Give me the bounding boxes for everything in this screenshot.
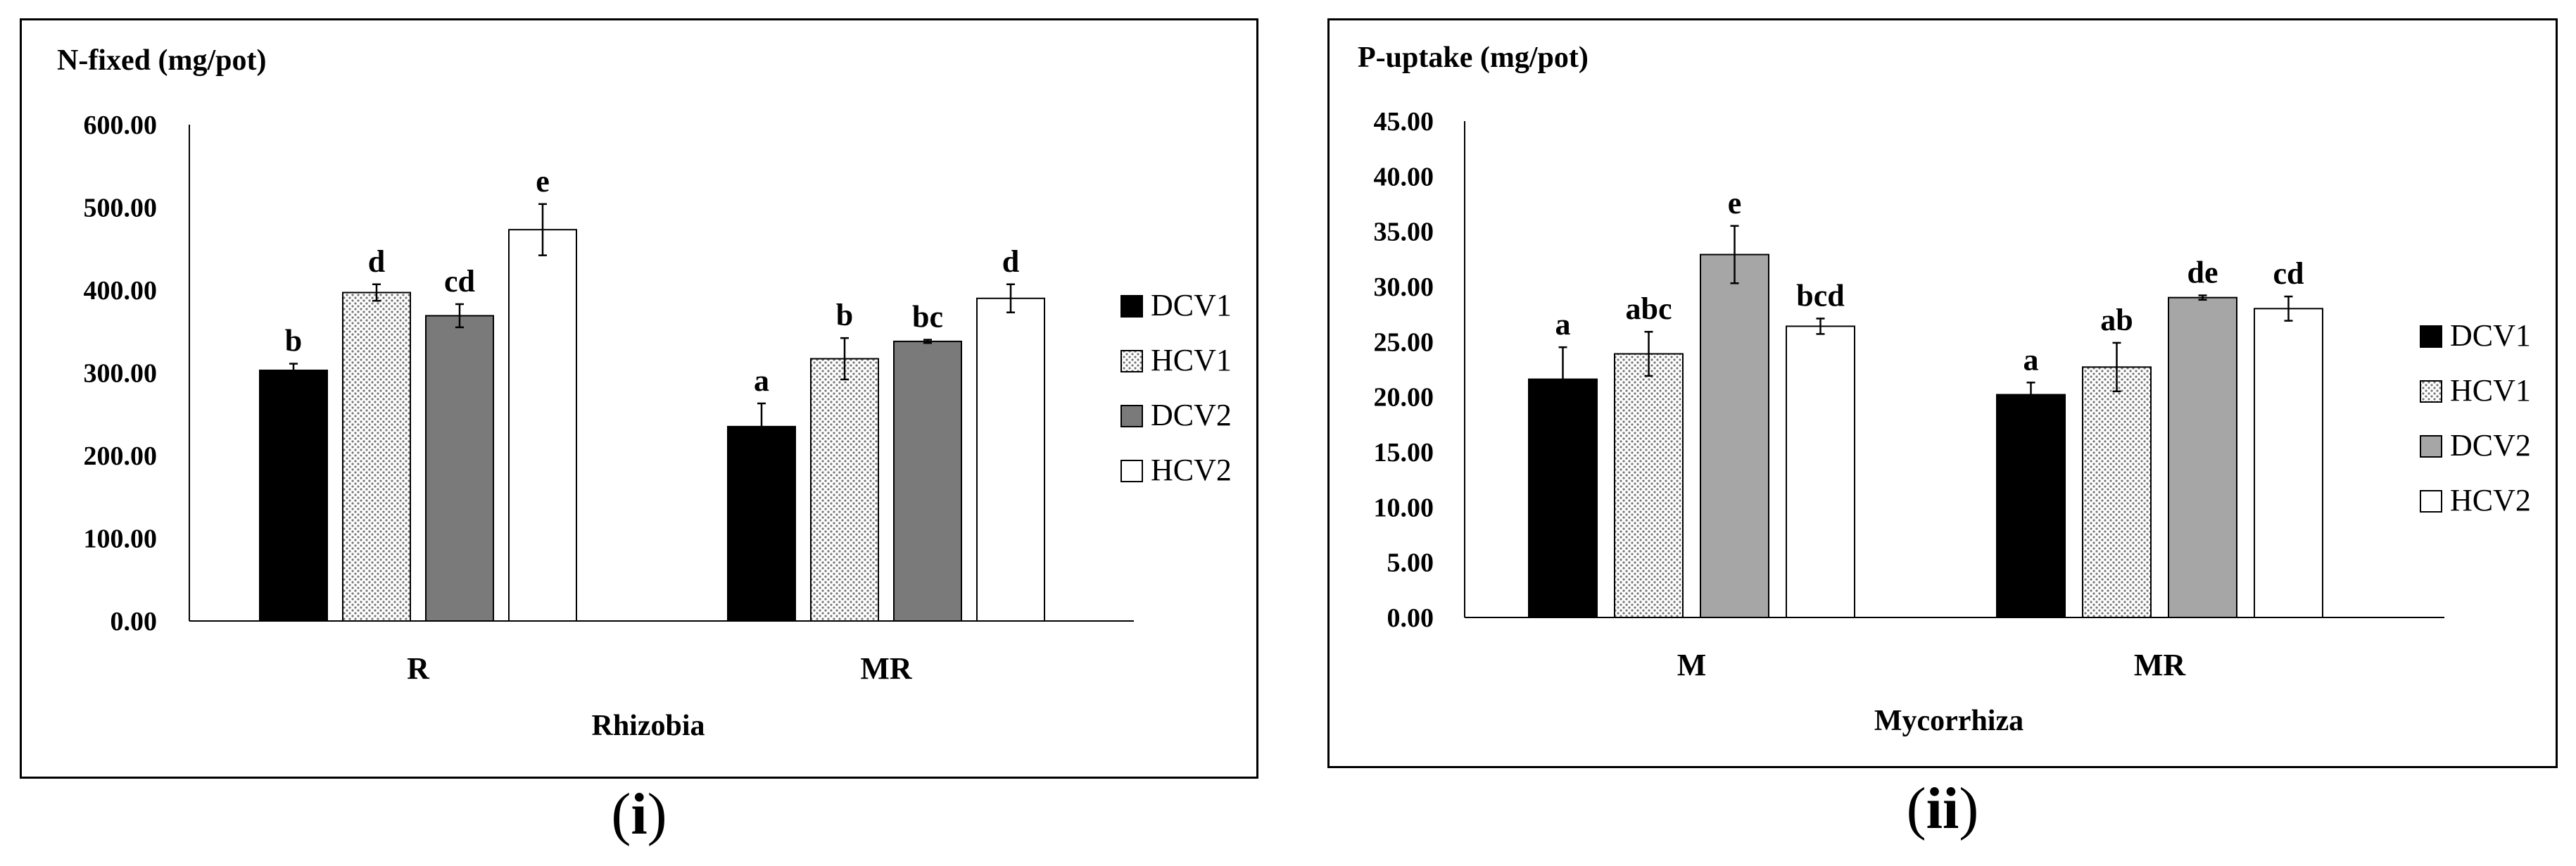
bar-hcv2-mr: [2254, 308, 2323, 618]
y-tick-label: 45.00: [1374, 107, 1434, 137]
category-label: R: [407, 651, 430, 686]
bar-dcv1-mr: [727, 425, 796, 622]
legend-swatch-hcv1: [2420, 380, 2442, 403]
y-tick-label: 10.00: [1374, 493, 1434, 522]
bar-hcv1-mr: [810, 358, 879, 622]
y-tick-label: 0.00: [1387, 603, 1434, 633]
significance-letter: b: [285, 324, 302, 358]
bar-dcv1-mr: [1996, 394, 2066, 618]
legend-swatch-dcv2: [1120, 405, 1143, 427]
significance-letter: cd: [2273, 256, 2304, 291]
y-tick-label: 200.00: [84, 441, 158, 471]
bar-hcv1-mr: [2082, 366, 2152, 618]
bar-hcv1-r: [342, 291, 411, 622]
category-label: MR: [860, 651, 913, 686]
chart-panel-i: N-fixed (mg/pot) 0.00 100.00 200.00 300.00 40…: [20, 18, 1258, 779]
y-tick-label: 35.00: [1374, 218, 1434, 247]
legend-label-hcv2: HCV2: [1151, 453, 1232, 487]
bar-hcv2-r: [508, 229, 577, 622]
legend-label-hcv1: HCV1: [2450, 373, 2531, 408]
y-tick-label: 30.00: [1374, 272, 1434, 302]
bar-dcv2-m: [1700, 253, 1769, 619]
legend-label-hcv1: HCV1: [1151, 343, 1232, 377]
legend-label-dcv1: DCV1: [1151, 288, 1232, 322]
y-tick-label: 100.00: [84, 525, 158, 554]
y-tick-label: 20.00: [1374, 383, 1434, 413]
category-label: M: [1677, 648, 1707, 682]
x-axis-label: Rhizobia: [591, 710, 705, 742]
legend-swatch-dcv2: [2420, 435, 2442, 458]
bar-dcv2-mr: [2168, 296, 2237, 618]
legend-swatch-hcv1: [1120, 350, 1143, 372]
chart-title: N-fixed (mg/pot): [57, 44, 266, 77]
chart-title: P-uptake (mg/pot): [1358, 42, 1589, 74]
y-tick-label: 600.00: [84, 111, 158, 140]
x-axis-label: Mycorrhiza: [1874, 705, 2023, 737]
significance-letter: d: [368, 244, 385, 279]
bar-hcv1-m: [1614, 353, 1684, 618]
y-tick-label: 500.00: [84, 194, 158, 223]
significance-letter: de: [2187, 256, 2218, 290]
y-tick-label: 40.00: [1374, 162, 1434, 192]
legend-swatch-dcv1: [1120, 295, 1143, 318]
y-tick-label: 15.00: [1374, 438, 1434, 467]
legend-label-hcv2: HCV2: [2450, 483, 2531, 517]
bar-hcv2-m: [1786, 325, 1855, 618]
bar-dcv1-r: [259, 369, 328, 622]
legend-label-dcv1: DCV1: [2450, 318, 2531, 353]
chart-panel-ii: P-uptake (mg/pot) 0.00 5.00 10.00 15.00 20.00…: [1327, 18, 2558, 768]
legend-swatch-hcv2: [2420, 490, 2442, 513]
significance-letter: ab: [2100, 303, 2133, 337]
significance-letter: a: [2023, 342, 2039, 377]
y-tick-label: 5.00: [1387, 548, 1434, 578]
significance-letter: bcd: [1796, 278, 1844, 313]
legend-swatch-hcv2: [1120, 460, 1143, 482]
significance-letter: a: [754, 363, 769, 398]
y-tick-label: 25.00: [1374, 327, 1434, 357]
significance-letter: e: [536, 164, 550, 199]
significance-letter: cd: [444, 264, 475, 299]
chart-i-svg: N-fixed (mg/pot) 0.00 100.00 200.00 300.00 40…: [57, 44, 1232, 742]
bar-dcv2-r: [425, 315, 494, 622]
category-label: MR: [2134, 648, 2187, 682]
y-tick-label: 0.00: [111, 607, 158, 636]
bar-hcv2-mr: [976, 297, 1045, 622]
bar-dcv1-m: [1528, 378, 1598, 618]
significance-letter: e: [1728, 186, 1742, 220]
significance-letter: bc: [912, 300, 943, 334]
y-tick-label: 400.00: [84, 276, 158, 306]
legend-label-dcv2: DCV2: [2450, 428, 2531, 463]
legend-label-dcv2: DCV2: [1151, 398, 1232, 432]
significance-letter: abc: [1626, 291, 1672, 326]
significance-letter: a: [1555, 307, 1571, 341]
significance-letter: b: [836, 298, 853, 332]
significance-letter: d: [1002, 244, 1019, 279]
bar-dcv2-mr: [893, 340, 962, 622]
legend-swatch-dcv1: [2420, 325, 2442, 348]
panel-label-i: (i): [611, 782, 667, 847]
panel-label-ii: (ii): [1906, 776, 1979, 841]
y-tick-label: 300.00: [84, 359, 158, 389]
chart-ii-svg: P-uptake (mg/pot) 0.00 5.00 10.00 15.00 20.00…: [1358, 42, 2531, 737]
